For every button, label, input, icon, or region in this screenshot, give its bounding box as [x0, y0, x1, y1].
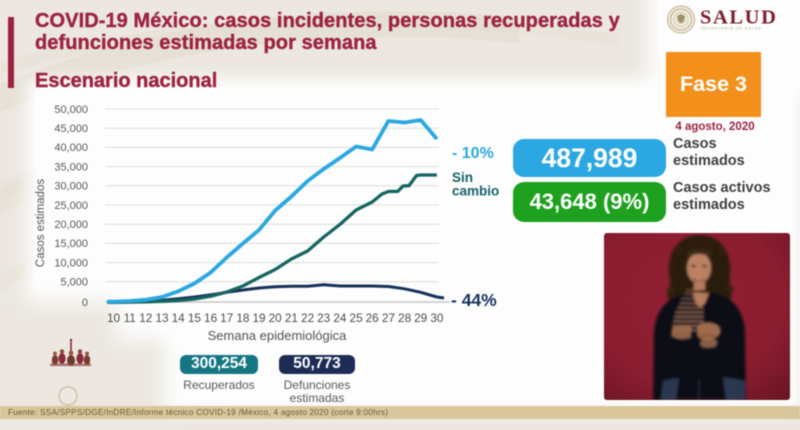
svg-text:SALUD: SALUD	[700, 7, 778, 29]
svg-text:14: 14	[172, 311, 186, 325]
svg-text:27: 27	[382, 311, 395, 325]
svg-text:50,000: 50,000	[54, 104, 88, 116]
svg-text:20: 20	[269, 311, 283, 325]
svg-text:19: 19	[252, 311, 265, 325]
svg-text:45,000: 45,000	[54, 123, 88, 135]
svg-text:22: 22	[301, 311, 314, 325]
svg-text:Casos estimados: Casos estimados	[35, 179, 47, 267]
svg-text:13: 13	[155, 311, 169, 325]
svg-text:SECRETARÍA DE SALUD: SECRETARÍA DE SALUD	[701, 27, 762, 31]
svg-text:11: 11	[124, 311, 136, 325]
svg-text:10,000: 10,000	[54, 257, 88, 269]
svg-text:40,000: 40,000	[54, 142, 88, 154]
svg-text:30,000: 30,000	[54, 181, 88, 193]
svg-text:21: 21	[285, 311, 298, 325]
svg-text:28: 28	[398, 311, 412, 325]
svg-text:10: 10	[107, 311, 121, 325]
svg-text:5,000: 5,000	[60, 277, 88, 289]
svg-text:16: 16	[204, 311, 218, 325]
svg-text:25,000: 25,000	[54, 200, 88, 212]
svg-text:15,000: 15,000	[54, 238, 88, 250]
svg-text:17: 17	[220, 311, 233, 325]
svg-text:24: 24	[333, 311, 347, 325]
svg-text:18: 18	[236, 311, 250, 325]
svg-text:20,000: 20,000	[54, 219, 88, 231]
svg-text:cambio: cambio	[452, 184, 499, 199]
svg-text:0: 0	[82, 297, 88, 309]
svg-text:30: 30	[430, 311, 444, 325]
svg-text:12: 12	[139, 311, 152, 325]
svg-text:29: 29	[414, 311, 427, 325]
svg-text:15: 15	[188, 311, 202, 325]
svg-text:25: 25	[350, 311, 364, 325]
svg-text:26: 26	[366, 311, 380, 325]
svg-text:- 44%: - 44%	[451, 290, 497, 310]
svg-text:- 10%: - 10%	[452, 145, 494, 162]
svg-text:Sin: Sin	[452, 170, 473, 185]
svg-text:23: 23	[317, 311, 331, 325]
svg-text:Semana epidemiológica: Semana epidemiológica	[208, 328, 348, 343]
svg-text:35,000: 35,000	[54, 161, 88, 173]
